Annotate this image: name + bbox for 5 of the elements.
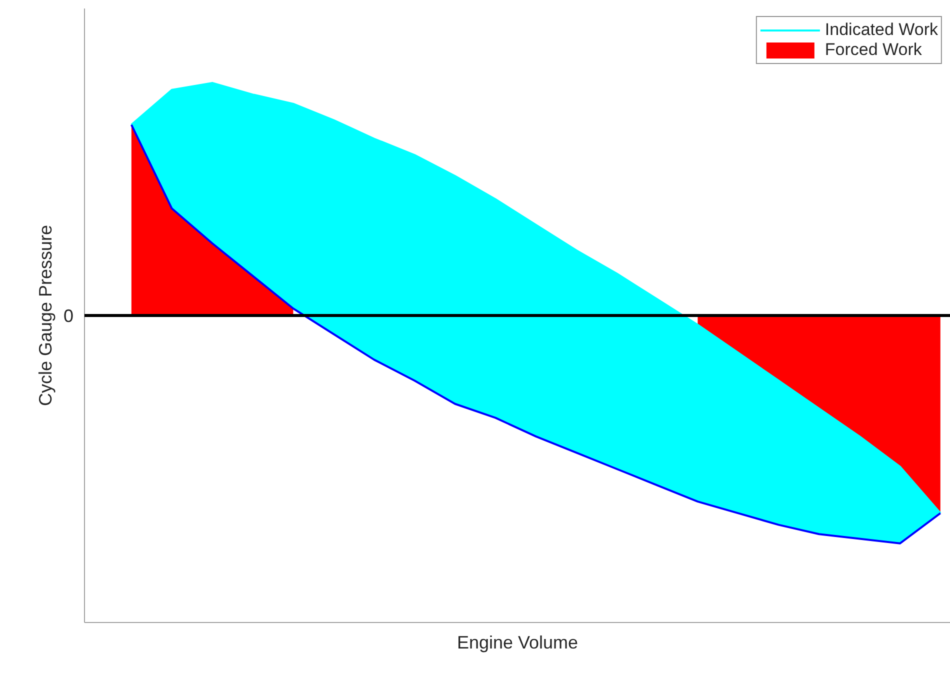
y-axis-title: Cycle Gauge Pressure	[35, 224, 56, 406]
legend-label: Indicated Work	[824, 20, 938, 40]
x-axis-title: Engine Volume	[456, 632, 578, 652]
ref-line-label: 0	[63, 306, 74, 326]
legend-label: Forced Work	[824, 40, 922, 60]
